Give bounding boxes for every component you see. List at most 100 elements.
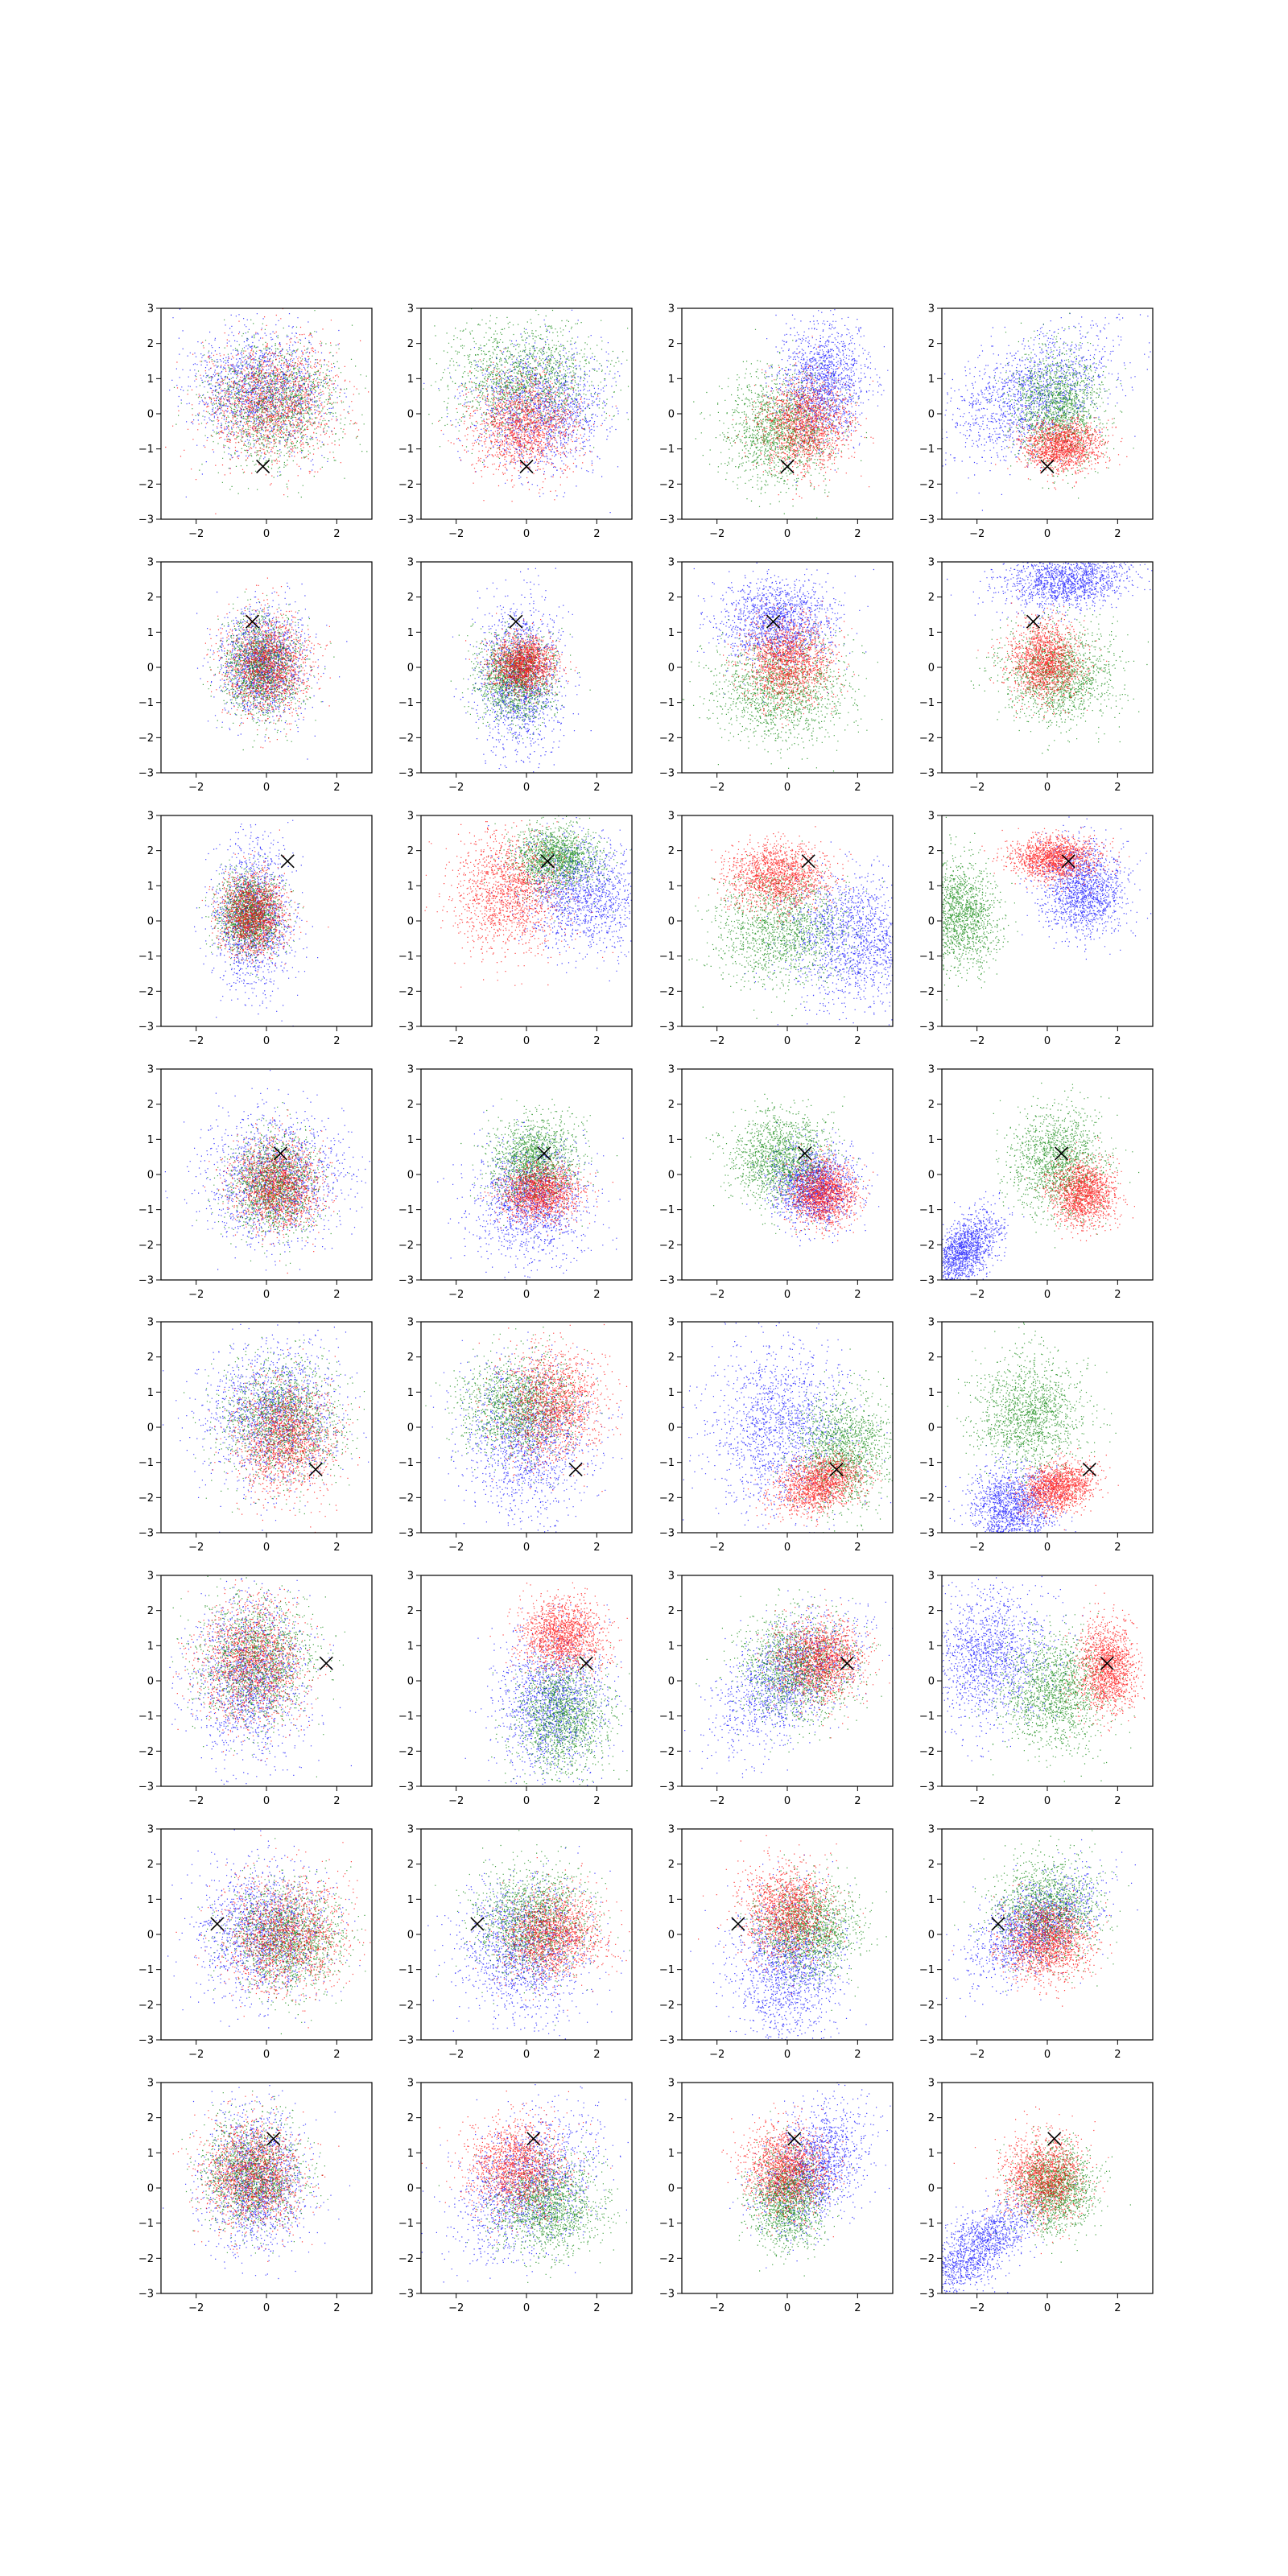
x-marker bbox=[320, 1657, 332, 1670]
x-marker bbox=[1083, 1463, 1096, 1476]
x-tick-label: −2 bbox=[448, 2302, 464, 2314]
cluster-green bbox=[971, 607, 1149, 753]
x-tick-label: 2 bbox=[1114, 528, 1121, 540]
x-tick-label: 0 bbox=[1044, 528, 1051, 540]
y-tick-label: −1 bbox=[659, 2218, 675, 2230]
y-tick-label: −1 bbox=[398, 697, 414, 709]
y-tick-label: 1 bbox=[407, 1387, 414, 1399]
y-tick-label: −2 bbox=[398, 1746, 414, 1758]
x-tick-label: 2 bbox=[593, 1795, 600, 1807]
x-tick-label: 2 bbox=[854, 1289, 861, 1301]
y-tick-label: −2 bbox=[138, 986, 154, 998]
y-tick-label: −3 bbox=[138, 1781, 154, 1794]
scatter-points-green bbox=[939, 817, 1019, 1001]
panel-points bbox=[690, 1094, 879, 1246]
scatter-points-red bbox=[1026, 1137, 1136, 1241]
panel-points bbox=[947, 559, 1156, 754]
y-tick-label: −1 bbox=[138, 1711, 154, 1723]
y-tick-label: −2 bbox=[659, 1240, 675, 1252]
scatter-points-red bbox=[995, 407, 1127, 490]
y-tick-label: 1 bbox=[407, 881, 414, 893]
y-tick-label: 0 bbox=[928, 1676, 935, 1688]
y-tick-label: 1 bbox=[928, 374, 935, 386]
cluster-green bbox=[995, 2127, 1131, 2263]
y-tick-label: 3 bbox=[928, 303, 935, 316]
x-tick-label: −2 bbox=[448, 1035, 464, 1047]
x-tick-label: 0 bbox=[263, 1542, 270, 1554]
x-tick-label: 2 bbox=[854, 1542, 861, 1554]
x-tick-label: −2 bbox=[709, 2302, 724, 2314]
x-tick-label: 0 bbox=[784, 1035, 791, 1047]
y-tick-label: −3 bbox=[919, 1781, 935, 1794]
y-tick-label: −3 bbox=[659, 1275, 675, 1287]
y-tick-label: 1 bbox=[928, 1134, 935, 1146]
scatter-points-green bbox=[198, 1838, 366, 2034]
y-tick-label: −2 bbox=[398, 1240, 414, 1252]
x-marker bbox=[1055, 1147, 1067, 1160]
y-tick-label: −2 bbox=[659, 986, 675, 998]
x-tick-label: −2 bbox=[448, 1542, 464, 1554]
x-tick-label: −2 bbox=[709, 1035, 724, 1047]
y-tick-label: −1 bbox=[138, 444, 154, 456]
y-tick-label: −1 bbox=[659, 951, 675, 963]
scatter-points-green bbox=[425, 1327, 602, 1487]
x-tick-label: 2 bbox=[1114, 782, 1121, 794]
y-tick-label: 3 bbox=[147, 303, 154, 316]
x-tick-label: 2 bbox=[593, 2302, 600, 2314]
cluster-green bbox=[435, 1830, 630, 2026]
y-tick-label: 1 bbox=[147, 627, 154, 639]
y-tick-label: 0 bbox=[668, 916, 675, 928]
x-tick-label: 0 bbox=[263, 1795, 270, 1807]
y-tick-label: −1 bbox=[919, 1204, 935, 1216]
y-tick-label: −1 bbox=[659, 697, 675, 709]
panel-points bbox=[690, 1835, 886, 2044]
cluster-green bbox=[693, 329, 867, 518]
y-tick-label: 3 bbox=[407, 811, 414, 823]
scatter-points-blue bbox=[940, 1839, 1137, 2017]
y-tick-label: 0 bbox=[147, 2183, 154, 2195]
scatter-points-green bbox=[735, 1855, 886, 2012]
x-tick-label: −2 bbox=[448, 782, 464, 794]
scatter-points-red bbox=[977, 590, 1107, 719]
cluster-red bbox=[758, 1589, 896, 1739]
x-tick-label: −2 bbox=[188, 528, 204, 540]
scatter-points-blue bbox=[163, 1320, 374, 1533]
scatter-points-red bbox=[723, 600, 855, 728]
panel-points bbox=[682, 559, 882, 771]
y-tick-label: 0 bbox=[407, 1422, 414, 1435]
scatter-points-green bbox=[995, 2127, 1131, 2263]
y-tick-label: 3 bbox=[668, 2078, 675, 2090]
cluster-red bbox=[419, 820, 613, 988]
cluster-green bbox=[423, 306, 634, 463]
x-tick-label: −2 bbox=[448, 528, 464, 540]
x-tick-label: 2 bbox=[854, 2302, 861, 2314]
cluster-red bbox=[1060, 1585, 1156, 1738]
y-tick-label: −2 bbox=[659, 733, 675, 745]
y-tick-label: 0 bbox=[928, 916, 935, 928]
cluster-red bbox=[723, 600, 855, 728]
cluster-red bbox=[981, 828, 1129, 894]
x-tick-label: −2 bbox=[969, 782, 985, 794]
y-tick-label: −3 bbox=[659, 2035, 675, 2047]
x-tick-label: 2 bbox=[333, 2302, 340, 2314]
x-tick-label: −2 bbox=[448, 1795, 464, 1807]
x-tick-label: 0 bbox=[1044, 1035, 1051, 1047]
y-tick-label: −3 bbox=[659, 2289, 675, 2301]
scatter-points-green bbox=[737, 2111, 853, 2276]
y-tick-label: 3 bbox=[147, 1571, 154, 1583]
cluster-blue bbox=[940, 1839, 1137, 2017]
x-tick-label: 2 bbox=[854, 2049, 861, 2061]
x-tick-label: 2 bbox=[593, 2049, 600, 2061]
x-tick-label: 0 bbox=[523, 2302, 530, 2314]
panel-points bbox=[465, 1583, 634, 1790]
cluster-red bbox=[1026, 1137, 1136, 1241]
